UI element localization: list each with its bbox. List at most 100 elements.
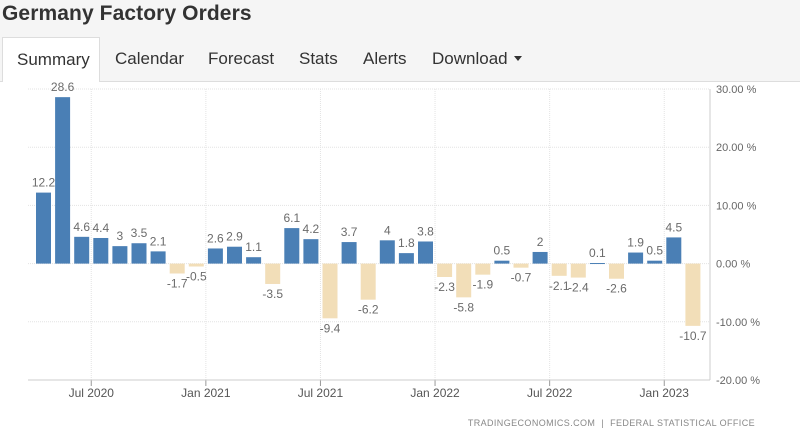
tab-bar: Summary Calendar Forecast Stats Alerts D…	[0, 37, 800, 83]
data-label: 4.2	[303, 222, 320, 236]
tab-stats-label: Stats	[299, 49, 338, 68]
data-label: 1.8	[398, 236, 415, 250]
y-tick-label: -20.00 %	[716, 375, 760, 387]
bar-oct-2021[interactable]	[360, 263, 376, 300]
data-label: -3.5	[262, 287, 283, 301]
bar-aug-2020[interactable]	[93, 237, 109, 264]
bar-jul-2022[interactable]	[532, 251, 548, 264]
bar-nov-2021[interactable]	[379, 240, 395, 264]
tab-forecast-label: Forecast	[208, 49, 275, 68]
data-label: 6.1	[283, 211, 300, 225]
data-label: 4	[384, 223, 391, 237]
bar-feb-2022[interactable]	[437, 263, 453, 277]
data-label: 12.2	[32, 176, 56, 190]
data-label: 4.4	[92, 221, 109, 235]
data-label: -6.2	[358, 303, 379, 317]
data-label: -10.7	[679, 329, 707, 343]
data-label: -2.6	[606, 282, 627, 296]
bar-apr-2021[interactable]	[246, 257, 262, 264]
data-label: -2.1	[549, 279, 570, 293]
bar-nov-2020[interactable]	[150, 251, 166, 264]
data-label: 0.1	[589, 246, 606, 260]
bar-feb-2023[interactable]	[666, 237, 682, 264]
tab-calendar-label: Calendar	[115, 49, 184, 68]
tab-forecast[interactable]: Forecast	[208, 37, 274, 82]
data-label: 4.5	[665, 220, 682, 234]
bar-may-2022[interactable]	[494, 260, 510, 264]
data-label: 3	[117, 229, 124, 243]
bar-mar-2021[interactable]	[227, 246, 242, 264]
data-label: -2.3	[434, 280, 455, 294]
bar-nov-2022[interactable]	[609, 263, 624, 279]
bar-jul-2020[interactable]	[74, 236, 90, 264]
bar-oct-2020[interactable]	[131, 243, 147, 264]
data-label: -1.9	[472, 278, 493, 292]
y-tick-label: 20.00 %	[716, 142, 757, 154]
x-tick-label: Jul 2022	[527, 386, 573, 400]
tab-calendar[interactable]: Calendar	[115, 37, 184, 82]
bar-sep-2021[interactable]	[341, 242, 357, 264]
caret-down-icon	[513, 56, 522, 62]
tab-summary[interactable]: Summary	[2, 37, 100, 83]
x-tick-label: Jan 2023	[640, 386, 690, 400]
bar-jun-2022[interactable]	[513, 263, 529, 268]
source-separator: |	[601, 418, 605, 428]
data-label: 3.7	[341, 225, 358, 239]
data-label: 0.5	[494, 244, 511, 258]
tab-download[interactable]: Download	[432, 37, 522, 82]
bar-jun-2021[interactable]	[284, 228, 300, 264]
y-tick-label: 0.00 %	[716, 259, 750, 271]
data-label: 1.1	[245, 240, 262, 254]
bar-mar-2023[interactable]	[685, 263, 701, 326]
data-label: 0.5	[646, 244, 663, 258]
bar-jan-2022[interactable]	[418, 241, 433, 264]
source-tradingeconomics[interactable]: TRADINGECONOMICS.COM	[467, 418, 596, 428]
x-tick-label: Jan 2022	[410, 386, 460, 400]
data-label: 2.1	[150, 234, 167, 248]
tab-alerts-label: Alerts	[363, 49, 407, 68]
x-tick-label: Jul 2020	[69, 386, 115, 400]
header-band	[0, 0, 800, 86]
source-credit: TRADINGECONOMICS.COM | FEDERAL STATISTICAL…	[468, 418, 755, 428]
bar-jan-2021[interactable]	[188, 263, 204, 267]
data-label: 3.5	[131, 226, 148, 240]
bar-oct-2022[interactable]	[589, 263, 605, 265]
bar-feb-2021[interactable]	[207, 248, 223, 264]
x-tick-label: Jul 2021	[298, 386, 344, 400]
bar-dec-2020[interactable]	[169, 263, 185, 274]
y-tick-label: 30.00 %	[716, 84, 757, 96]
tab-summary-label: Summary	[17, 50, 90, 69]
bar-jul-2021[interactable]	[303, 239, 319, 264]
data-label: -2.4	[568, 281, 589, 295]
data-label: 2	[537, 235, 544, 249]
factory-orders-chart: 12.2 28.6 4.6 4.4 3 3.52.1 -1.7-0.5 2.6 2.91.1 -3…	[28, 80, 760, 400]
bar-sep-2022[interactable]	[570, 263, 586, 278]
data-label: 3.8	[417, 224, 434, 238]
page-title: Germany Factory Orders	[2, 2, 252, 25]
tab-download-label: Download	[432, 49, 508, 68]
tab-alerts[interactable]: Alerts	[363, 37, 406, 82]
tab-stats[interactable]: Stats	[299, 37, 338, 82]
data-label: 2.9	[226, 230, 243, 244]
data-label: -5.8	[453, 300, 474, 314]
bar-may-2021[interactable]	[265, 263, 281, 284]
bar-jan-2023[interactable]	[647, 260, 663, 264]
bar-jun-2020[interactable]	[55, 97, 71, 264]
bar-aug-2022[interactable]	[551, 263, 567, 276]
bar-mar-2022[interactable]	[456, 263, 472, 298]
bar-aug-2021[interactable]	[322, 263, 338, 319]
bar-may-2020[interactable]	[36, 192, 51, 264]
bar-apr-2022[interactable]	[475, 263, 491, 275]
data-label: -0.7	[511, 271, 532, 285]
x-tick-label: Jan 2021	[181, 386, 231, 400]
y-tick-label: 10.00 %	[716, 200, 757, 212]
source-statistical-office: FEDERAL STATISTICAL OFFICE	[610, 418, 755, 428]
bar-dec-2021[interactable]	[398, 253, 414, 264]
chart-area: 12.2 28.6 4.6 4.4 3 3.5 2.1 -1.7 -0.5 2.6 2.9 1.1 -3…	[0, 80, 800, 441]
bar-sep-2020[interactable]	[112, 246, 128, 264]
data-label: -1.7	[167, 276, 188, 290]
data-label: -0.5	[186, 270, 207, 284]
data-label: -9.4	[320, 321, 341, 335]
y-tick-label: -10.00 %	[716, 317, 760, 329]
bar-dec-2022[interactable]	[628, 252, 644, 264]
